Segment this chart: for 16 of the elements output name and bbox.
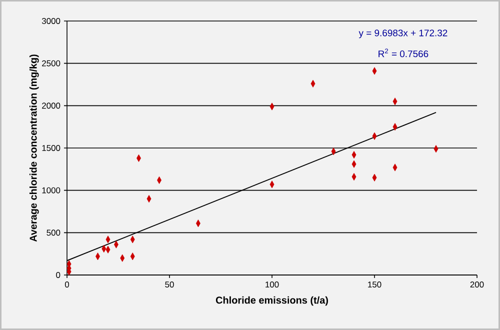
y-tick-label: 3000 bbox=[42, 18, 60, 24]
y-axis-title: Average chloride concentration (mg/kg) bbox=[29, 54, 39, 242]
x-tick-label: 150 bbox=[368, 282, 382, 288]
y-tick-label: 0 bbox=[56, 272, 60, 278]
annotation: R$^{2}$ = 0.7566 bbox=[378, 48, 428, 58]
x-tick-label: 200 bbox=[470, 282, 484, 288]
x-tick-label: 50 bbox=[165, 282, 174, 288]
y-tick-label: 2000 bbox=[42, 102, 60, 109]
annotation: y = 9.6983x + 172.32 bbox=[358, 30, 448, 38]
y-tick-label: 2500 bbox=[42, 60, 60, 66]
y-tick-label: 500 bbox=[46, 230, 60, 236]
x-tick-label: 0 bbox=[64, 282, 70, 288]
x-axis-title: Chloride emissions (t/a) bbox=[216, 296, 328, 306]
y-tick-label: 1500 bbox=[42, 145, 60, 151]
y-tick-label: 1000 bbox=[42, 187, 60, 194]
x-tick-label: 100 bbox=[266, 282, 279, 288]
